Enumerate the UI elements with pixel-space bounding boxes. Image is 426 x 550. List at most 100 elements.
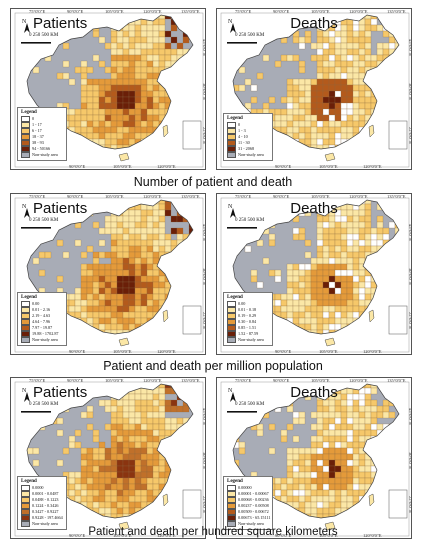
region-cell [105, 151, 111, 157]
region-cell [176, 329, 184, 334]
region-cell [32, 257, 40, 265]
region-cell [146, 287, 154, 295]
region-cell [134, 36, 142, 44]
taiwan-island [162, 124, 169, 138]
region-cell [322, 471, 330, 479]
region-cell [171, 342, 177, 348]
region-cell [275, 336, 281, 342]
region-cell [322, 114, 330, 122]
region-cell [395, 336, 401, 342]
region-cell [92, 275, 100, 283]
region-cell [328, 305, 336, 313]
legend-item: 0.0000 [21, 485, 63, 491]
legend-swatch [227, 122, 236, 128]
region-cell [287, 157, 293, 163]
legend-item: 0.00 [227, 301, 269, 307]
region-cell [140, 120, 148, 128]
region-cell [250, 96, 258, 104]
legend-item: 0.1224 - 0.3426 [21, 503, 63, 509]
region-cell [128, 48, 136, 56]
region-cell [275, 151, 281, 157]
region-cell [171, 151, 177, 157]
region-cell [292, 299, 300, 307]
region-cell [116, 48, 124, 56]
region-cell [268, 447, 276, 455]
region-cell [364, 293, 372, 301]
region-cell [188, 263, 193, 271]
region-cell [304, 447, 312, 455]
region-cell [298, 323, 306, 331]
region-cell [122, 200, 130, 205]
region-cell [316, 447, 324, 455]
region-cell [140, 417, 148, 425]
legend-item: 0.85 - 1.51 [227, 325, 269, 331]
region-cell [98, 299, 106, 307]
region-cell [305, 336, 311, 342]
region-cell [328, 221, 336, 229]
region-cell [334, 132, 342, 140]
region-cell [352, 323, 360, 331]
region-cell [353, 157, 359, 163]
region-cell [316, 245, 324, 253]
region-cell [152, 465, 160, 473]
region-cell [401, 276, 407, 282]
region-cell [382, 281, 390, 289]
region-cell [346, 429, 354, 437]
region-cell [164, 387, 172, 395]
region-cell [328, 66, 336, 74]
north-arrow-icon [230, 208, 236, 218]
region-cell [38, 251, 46, 259]
region-cell [328, 465, 336, 473]
legend-label: 1 - 17 [32, 122, 42, 128]
legend-swatch [227, 331, 236, 337]
region-cell [116, 507, 124, 515]
region-cell [286, 126, 294, 134]
region-cell [134, 96, 142, 104]
region-cell [92, 459, 100, 467]
region-cell [316, 227, 324, 235]
region-cell [183, 336, 189, 342]
region-cell [122, 299, 130, 307]
region-cell [134, 221, 142, 229]
region-cell [164, 299, 172, 307]
region-cell [92, 489, 100, 497]
region-cell [152, 90, 160, 98]
north-arrow-icon [24, 392, 30, 402]
region-cell [382, 287, 390, 295]
region-cell [195, 67, 201, 73]
legend-swatch [227, 152, 236, 158]
region-cell [176, 138, 184, 146]
region-cell [322, 507, 330, 515]
region-cell [382, 477, 390, 485]
region-cell [116, 311, 124, 319]
region-cell [86, 311, 94, 319]
region-cell [188, 293, 193, 301]
region-cell [316, 78, 324, 86]
region-cell [104, 90, 112, 98]
region-cell [152, 84, 160, 92]
legend-label: Non-study area [238, 521, 264, 527]
region-cell [128, 299, 136, 307]
region-cell [358, 411, 366, 419]
region-cell [177, 348, 183, 354]
region-cell [335, 157, 341, 163]
region-cell [382, 90, 390, 98]
region-cell [152, 66, 160, 74]
region-cell [286, 465, 294, 473]
region-cell [334, 441, 342, 449]
longitude-label: 105°0'0"E [311, 378, 330, 383]
region-cell [286, 78, 294, 86]
region-cell [122, 72, 130, 80]
region-cell [195, 472, 201, 478]
map-frame [14, 12, 204, 168]
region-cell [382, 114, 390, 122]
region-cell [146, 329, 154, 334]
region-cell [292, 132, 300, 140]
region-cell [146, 269, 154, 277]
region-cell [116, 108, 124, 116]
region-cell [376, 221, 384, 229]
region-cell [328, 489, 336, 497]
region-cell [110, 72, 118, 80]
legend-swatch [227, 509, 236, 515]
region-cell [110, 507, 118, 515]
